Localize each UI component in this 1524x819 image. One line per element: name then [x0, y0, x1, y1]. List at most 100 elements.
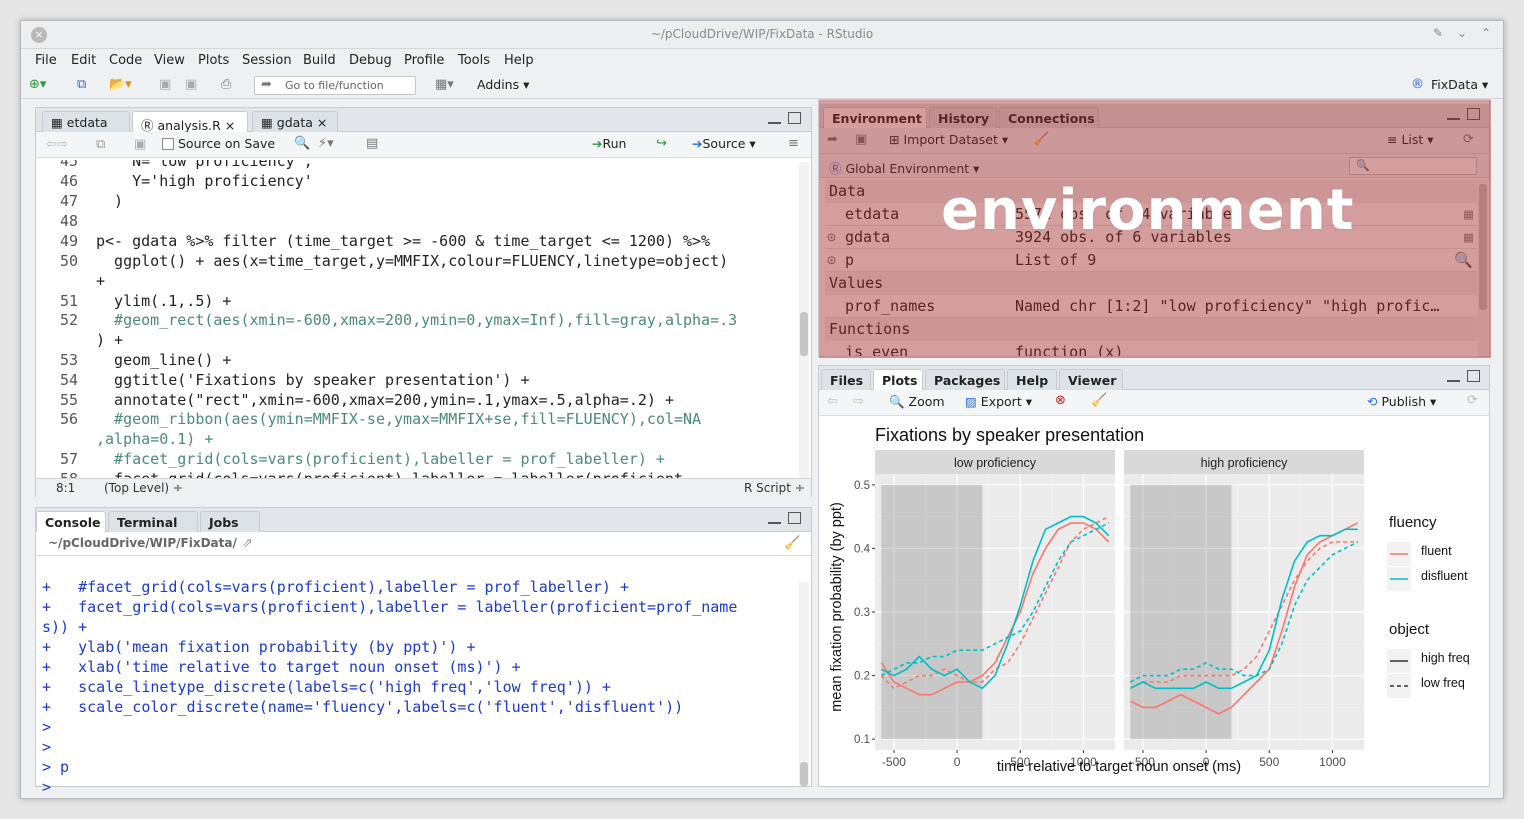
- clear-plots-broom-icon[interactable]: 🧹: [1091, 393, 1108, 408]
- clear-broom-icon[interactable]: 🧹: [1033, 132, 1050, 147]
- print-icon[interactable]: ⎙: [221, 77, 232, 92]
- minimize-pane-icon[interactable]: [768, 514, 781, 524]
- working-directory[interactable]: ~/pCloudDrive/WIP/FixData/: [48, 536, 237, 550]
- new-project-icon[interactable]: ⧉: [77, 77, 87, 92]
- save-icon[interactable]: ▣: [134, 137, 147, 152]
- tab-viewer[interactable]: Viewer: [1059, 369, 1123, 390]
- new-file-icon[interactable]: ⊕▾: [29, 77, 47, 92]
- expand-icon[interactable]: ⊙: [827, 251, 837, 269]
- env-row-is-even[interactable]: is_even function (x): [825, 341, 1479, 357]
- search-icon[interactable]: 🔍: [294, 136, 311, 151]
- tab-analysis-r[interactable]: Ⓡ analysis.R ×: [132, 111, 248, 133]
- refresh-icon[interactable]: ⟳: [1463, 132, 1474, 147]
- zoom-button[interactable]: 🔍 Zoom: [889, 394, 945, 410]
- outline-icon[interactable]: ≡: [788, 136, 799, 151]
- remove-plot-icon[interactable]: ⊗: [1055, 393, 1066, 408]
- global-environment-menu[interactable]: Ⓡ Global Environment ▾: [829, 161, 980, 176]
- menu-debug[interactable]: Debug: [349, 53, 392, 68]
- editor-scrollbar[interactable]: [799, 162, 809, 484]
- open-file-icon[interactable]: 📂▾: [109, 77, 132, 92]
- code-area[interactable]: 45 N='low proficiency', 46 Y='high profi…: [36, 160, 797, 486]
- env-row-prof-names[interactable]: prof_names Named chr [1:2] "low proficien…: [825, 295, 1479, 318]
- expand-icon[interactable]: ⊙: [827, 228, 837, 246]
- maximize-icon[interactable]: ⌃: [1481, 26, 1492, 40]
- menu-view[interactable]: View: [154, 53, 185, 68]
- menu-build[interactable]: Build: [303, 53, 336, 68]
- project-menu[interactable]: FixData ▾: [1431, 77, 1489, 92]
- tab-plots[interactable]: Plots: [873, 369, 923, 390]
- minimize-icon[interactable]: ⌄: [1457, 26, 1468, 40]
- rerun-icon[interactable]: ↪: [656, 136, 667, 151]
- tab-gdata[interactable]: ▦ gdata ×: [252, 111, 338, 132]
- clear-console-icon[interactable]: 🧹: [784, 536, 801, 551]
- tab-files[interactable]: Files: [821, 369, 871, 390]
- menu-file[interactable]: File: [35, 53, 57, 68]
- tab-jobs[interactable]: Jobs ×: [200, 511, 260, 545]
- go-to-file-input[interactable]: Go to file/function: [254, 76, 416, 95]
- magic-wand-icon[interactable]: ⚡▾: [318, 136, 334, 151]
- minimize-pane-icon[interactable]: [768, 114, 781, 124]
- tab-history[interactable]: History: [929, 107, 997, 128]
- pin-icon[interactable]: ✎: [1433, 26, 1444, 40]
- source-button[interactable]: ➔Source ▾: [692, 136, 756, 151]
- scroll-thumb[interactable]: [1479, 184, 1487, 310]
- env-row-p[interactable]: ⊙ p List of 9 🔍: [825, 249, 1479, 272]
- view-table-icon[interactable]: ▦: [1463, 205, 1473, 223]
- source-on-save-checkbox[interactable]: Source on Save: [162, 136, 275, 151]
- close-tab-icon[interactable]: ×: [316, 115, 328, 130]
- refresh-icon[interactable]: ⟳: [1467, 393, 1478, 408]
- tab-connections[interactable]: Connections: [999, 107, 1099, 128]
- menu-help[interactable]: Help: [504, 53, 534, 68]
- go-to-directory-icon[interactable]: ⇗: [242, 536, 253, 551]
- view-table-icon[interactable]: ▦: [1463, 228, 1473, 246]
- publish-button[interactable]: ⟲ Publish ▾: [1367, 394, 1437, 409]
- scope-selector[interactable]: (Top Level) ÷: [104, 481, 183, 495]
- tab-environment[interactable]: Environment: [823, 107, 927, 128]
- menu-session[interactable]: Session: [242, 53, 292, 68]
- maximize-pane-icon[interactable]: [1467, 370, 1480, 382]
- minimize-pane-icon[interactable]: [1447, 372, 1460, 382]
- maximize-pane-icon[interactable]: [788, 112, 801, 124]
- inspect-icon[interactable]: 🔍: [1454, 251, 1473, 269]
- save-workspace-icon[interactable]: ▣: [855, 132, 868, 147]
- compile-report-icon[interactable]: ▤: [366, 136, 379, 151]
- tab-console[interactable]: Console: [36, 511, 106, 532]
- scroll-thumb[interactable]: [800, 762, 808, 786]
- environment-scrollbar[interactable]: [1478, 180, 1488, 356]
- tab-etdata[interactable]: ▦ etdata ×: [42, 111, 130, 145]
- tab-help[interactable]: Help: [1007, 369, 1057, 390]
- menu-tools[interactable]: Tools: [458, 53, 491, 68]
- addins-menu[interactable]: Addins ▾: [477, 77, 530, 92]
- save-all-icon[interactable]: ▣: [185, 77, 198, 92]
- back-arrow-icon[interactable]: ⇦⇨: [46, 137, 68, 152]
- show-in-window-icon[interactable]: ⧉: [96, 137, 106, 152]
- menu-plots[interactable]: Plots: [198, 53, 230, 68]
- close-tab-icon[interactable]: ×: [224, 118, 236, 133]
- previous-plot-icon[interactable]: ⇦: [827, 394, 838, 409]
- environment-search-input[interactable]: 🔍: [1349, 157, 1477, 175]
- file-type-selector[interactable]: R Script ÷: [744, 481, 805, 495]
- next-plot-icon[interactable]: ⇨: [853, 394, 864, 409]
- run-button[interactable]: ➔Run: [592, 136, 626, 151]
- grid-layout-icon[interactable]: ▦▾: [435, 77, 454, 92]
- tab-terminal[interactable]: Terminal ×: [108, 511, 198, 545]
- minimize-pane-icon[interactable]: [1447, 110, 1460, 120]
- export-button[interactable]: ▨ Export ▾: [965, 394, 1032, 409]
- menu-profile[interactable]: Profile: [404, 53, 445, 68]
- maximize-pane-icon[interactable]: [1467, 108, 1480, 120]
- list-view-button[interactable]: ≡ List ▾: [1387, 132, 1434, 147]
- menu-code[interactable]: Code: [109, 53, 143, 68]
- import-dataset-button[interactable]: ⊞ Import Dataset ▾: [889, 132, 1009, 147]
- save-icon[interactable]: ▣: [159, 77, 172, 92]
- load-workspace-icon[interactable]: ➦: [827, 132, 838, 147]
- scroll-thumb[interactable]: [800, 312, 808, 356]
- menu-edit[interactable]: Edit: [71, 53, 97, 68]
- console-output[interactable]: + #facet_grid(cols=vars(proficient),labe…: [36, 568, 797, 800]
- env-row-gdata[interactable]: ⊙ gdata 3924 obs. of 6 variables ▦: [825, 226, 1479, 249]
- console-prompt[interactable]: >: [42, 778, 52, 796]
- env-row-etdata[interactable]: etdata 5571 obs. of 14 variables ▦: [825, 203, 1479, 226]
- maximize-pane-icon[interactable]: [788, 512, 801, 524]
- tab-packages[interactable]: Packages: [925, 369, 1005, 390]
- close-window-icon[interactable]: ×: [31, 27, 47, 43]
- console-scrollbar[interactable]: [799, 582, 809, 786]
